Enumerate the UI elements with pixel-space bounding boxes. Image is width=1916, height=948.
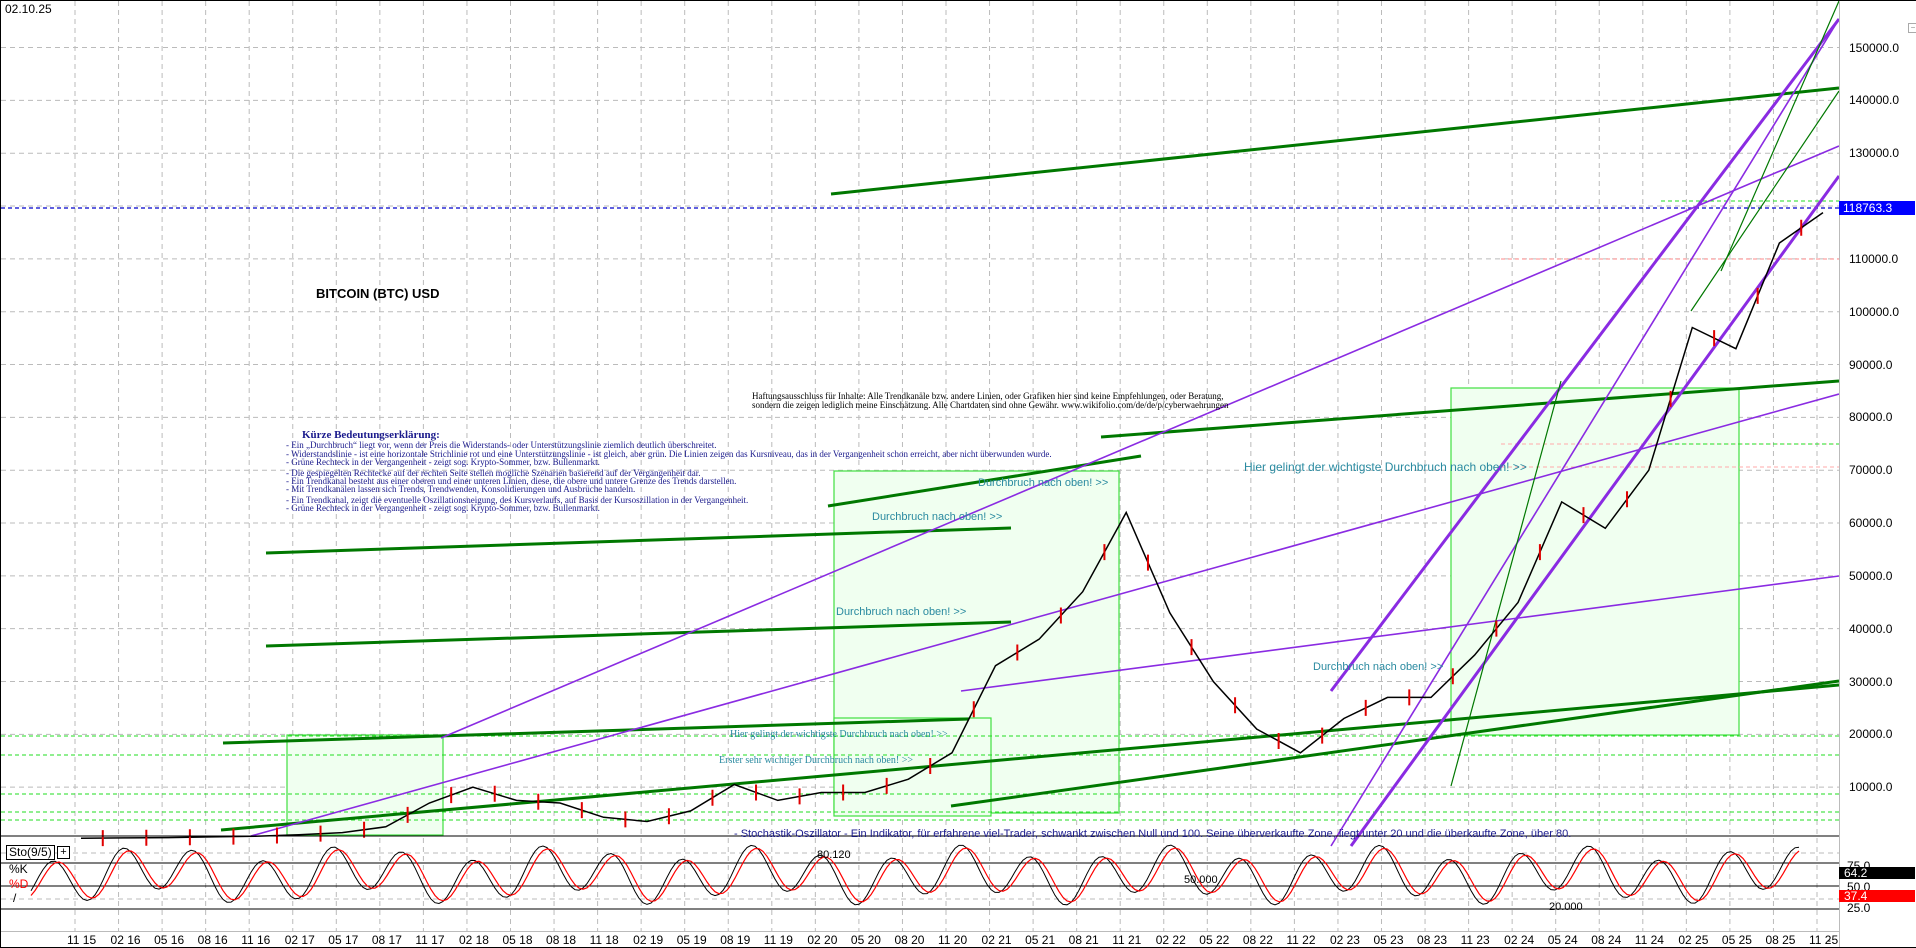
annotation-breakout-2020: Durchbruch nach oben! >> bbox=[836, 606, 967, 618]
legend-explanation: Kürze Bedeutungserklärung: - Ein „Durchb… bbox=[286, 429, 1052, 514]
time-tick: 02 20 bbox=[807, 933, 838, 947]
price-tick: 40000.0 bbox=[1849, 621, 1893, 636]
time-tick: 02 16 bbox=[110, 933, 141, 947]
time-tick: 11 24 bbox=[1634, 933, 1664, 947]
time-tick: 02 25 bbox=[1678, 933, 1709, 947]
annotation-breakout-2023: Durchbruch nach oben! >> bbox=[1313, 661, 1444, 673]
time-tick: 02 19 bbox=[633, 933, 664, 947]
price-tick: 100000.0 bbox=[1849, 304, 1900, 319]
stochastic-note: - Stochastik-Oszillator - Ein Indikator,… bbox=[734, 828, 1572, 840]
stochastic-tick: 25.0 bbox=[1847, 901, 1871, 915]
price-tick: 90000.0 bbox=[1849, 357, 1893, 372]
time-tick: 08 16 bbox=[197, 933, 228, 947]
annotation-breakout-2021b: Durchbruch nach oben! >> bbox=[978, 477, 1109, 489]
stochastic-level-20: 20.000 bbox=[1549, 901, 1583, 913]
legend-line: - Ein Trendkanal, zeigt die eventuelle O… bbox=[286, 494, 749, 505]
time-tick: 08 21 bbox=[1068, 933, 1099, 947]
disclaimer-line-2: sondern die zeigen lediglich meine Einsc… bbox=[752, 399, 1229, 410]
price-tick: 60000.0 bbox=[1849, 516, 1893, 531]
time-tick: 05 17 bbox=[328, 933, 359, 947]
time-tick: 08 23 bbox=[1417, 933, 1448, 947]
stochastic-extra-label: / bbox=[13, 891, 17, 905]
annotation-first-breakout: Erster sehr wichtiger Durchbruch nach ob… bbox=[719, 755, 913, 766]
price-tick: 10000.0 bbox=[1849, 780, 1893, 795]
time-tick: 08 18 bbox=[546, 933, 577, 947]
chart-date: 02.10.25 bbox=[5, 2, 52, 16]
time-tick: 08 20 bbox=[894, 933, 925, 947]
time-tick: 05 23 bbox=[1373, 933, 1404, 947]
stochastic-d-value: 37.4 bbox=[1839, 890, 1915, 902]
stochastic-level-50: 50.000 bbox=[1184, 874, 1218, 886]
time-tick: 11 22 bbox=[1286, 933, 1316, 947]
legend-line: - Grüne Rechteck in der Vergangenheit - … bbox=[286, 457, 600, 468]
time-tick: 02 22 bbox=[1155, 933, 1186, 947]
expand-plus-icon[interactable]: + bbox=[57, 846, 70, 859]
time-tick: 08 17 bbox=[371, 933, 402, 947]
time-tick: 02 17 bbox=[284, 933, 315, 947]
legend-line: - Widerstandslinie - ist eine horizontal… bbox=[286, 448, 1052, 459]
price-chart-canvas[interactable] bbox=[1, 1, 1839, 931]
time-tick: 11 20 bbox=[938, 933, 968, 947]
legend-heading: Kürze Bedeutungserklärung: bbox=[302, 429, 440, 441]
time-tick: 02 18 bbox=[458, 933, 489, 947]
time-tick: 11 17 bbox=[415, 933, 445, 947]
time-tick: 11 19 bbox=[763, 933, 793, 947]
price-tick: 150000.0 bbox=[1849, 40, 1900, 55]
price-tick: 80000.0 bbox=[1849, 410, 1893, 425]
legend-line: - Mit Trendkanälen lassen sich Trends, T… bbox=[286, 484, 636, 495]
time-tick: 05 21 bbox=[1025, 933, 1056, 947]
time-tick: 02 24 bbox=[1504, 933, 1535, 947]
time-tick: 05 22 bbox=[1199, 933, 1230, 947]
stochastic-d-label: %D bbox=[9, 877, 29, 891]
price-tick: 70000.0 bbox=[1849, 463, 1893, 478]
price-tick: 110000.0 bbox=[1849, 251, 1899, 266]
legend-line: - Die gespiegelten Rechtecke auf der rec… bbox=[286, 467, 701, 478]
time-tick: 08 25 bbox=[1765, 933, 1796, 947]
time-tick: 05 19 bbox=[676, 933, 707, 947]
time-tick: 11 16 bbox=[241, 933, 271, 947]
price-tick: 20000.0 bbox=[1849, 727, 1893, 742]
time-tick: 11 18 bbox=[589, 933, 619, 947]
time-tick: 08 22 bbox=[1242, 933, 1273, 947]
time-tick: 02 21 bbox=[981, 933, 1012, 947]
legend-line: - Ein „Durchbruch“ liegt vor, wenn der P… bbox=[286, 440, 717, 451]
legend-line: - Ein Trendkanal besteht aus einer obere… bbox=[286, 476, 737, 487]
annotation-breakout-2021a: Durchbruch nach oben! >> bbox=[872, 511, 1003, 523]
price-axis[interactable]: − bbox=[1839, 1, 1916, 947]
time-tick: 05 18 bbox=[502, 933, 533, 947]
time-tick: 08 19 bbox=[720, 933, 751, 947]
price-tick: 140000.0 bbox=[1849, 93, 1900, 108]
time-axis-end: - bbox=[1827, 933, 1831, 947]
legend-line: - Grüne Rechteck in der Vergangenheit - … bbox=[286, 503, 600, 514]
time-tick: 11 21 bbox=[1112, 933, 1142, 947]
stochastic-k-label: %K bbox=[9, 862, 28, 876]
annotation-main-breakout-2020: Hier gelingt der wichtigste Durchbruch n… bbox=[730, 729, 948, 740]
collapse-icon[interactable]: − bbox=[1908, 23, 1916, 33]
time-tick: 05 24 bbox=[1547, 933, 1578, 947]
disclaimer-line-1: Haftungsausschluss für Inhalte: Alle Tre… bbox=[752, 391, 1224, 401]
stochastic-level-80: 80.120 bbox=[817, 849, 851, 861]
disclaimer: Haftungsausschluss für Inhalte: Alle Tre… bbox=[752, 392, 1229, 409]
time-tick: 11 25 bbox=[1809, 933, 1839, 947]
annotation-main-breakout: Hier gelingt der wichtigste Durchbruch n… bbox=[1244, 460, 1527, 474]
time-axis[interactable]: 11 15 02 16 05 16 08 16 11 16 02 17 05 17 08 17… bbox=[1, 931, 1839, 948]
last-price-badge: 118763.3 bbox=[1839, 201, 1915, 215]
stochastic-label[interactable]: Sto(9/5) bbox=[6, 845, 55, 860]
time-tick: 11 15 bbox=[67, 933, 97, 947]
price-tick: 50000.0 bbox=[1849, 568, 1893, 583]
time-tick: 05 20 bbox=[850, 933, 881, 947]
time-tick: 08 24 bbox=[1591, 933, 1622, 947]
price-tick: 130000.0 bbox=[1849, 146, 1900, 161]
stochastic-k-value: 64.2 bbox=[1839, 867, 1915, 879]
time-tick: 05 25 bbox=[1721, 933, 1752, 947]
time-tick: 02 23 bbox=[1329, 933, 1360, 947]
time-tick: 05 16 bbox=[154, 933, 185, 947]
price-tick: 30000.0 bbox=[1849, 674, 1893, 689]
time-tick: 11 23 bbox=[1460, 933, 1490, 947]
chart-title: BITCOIN (BTC) USD bbox=[316, 286, 440, 301]
